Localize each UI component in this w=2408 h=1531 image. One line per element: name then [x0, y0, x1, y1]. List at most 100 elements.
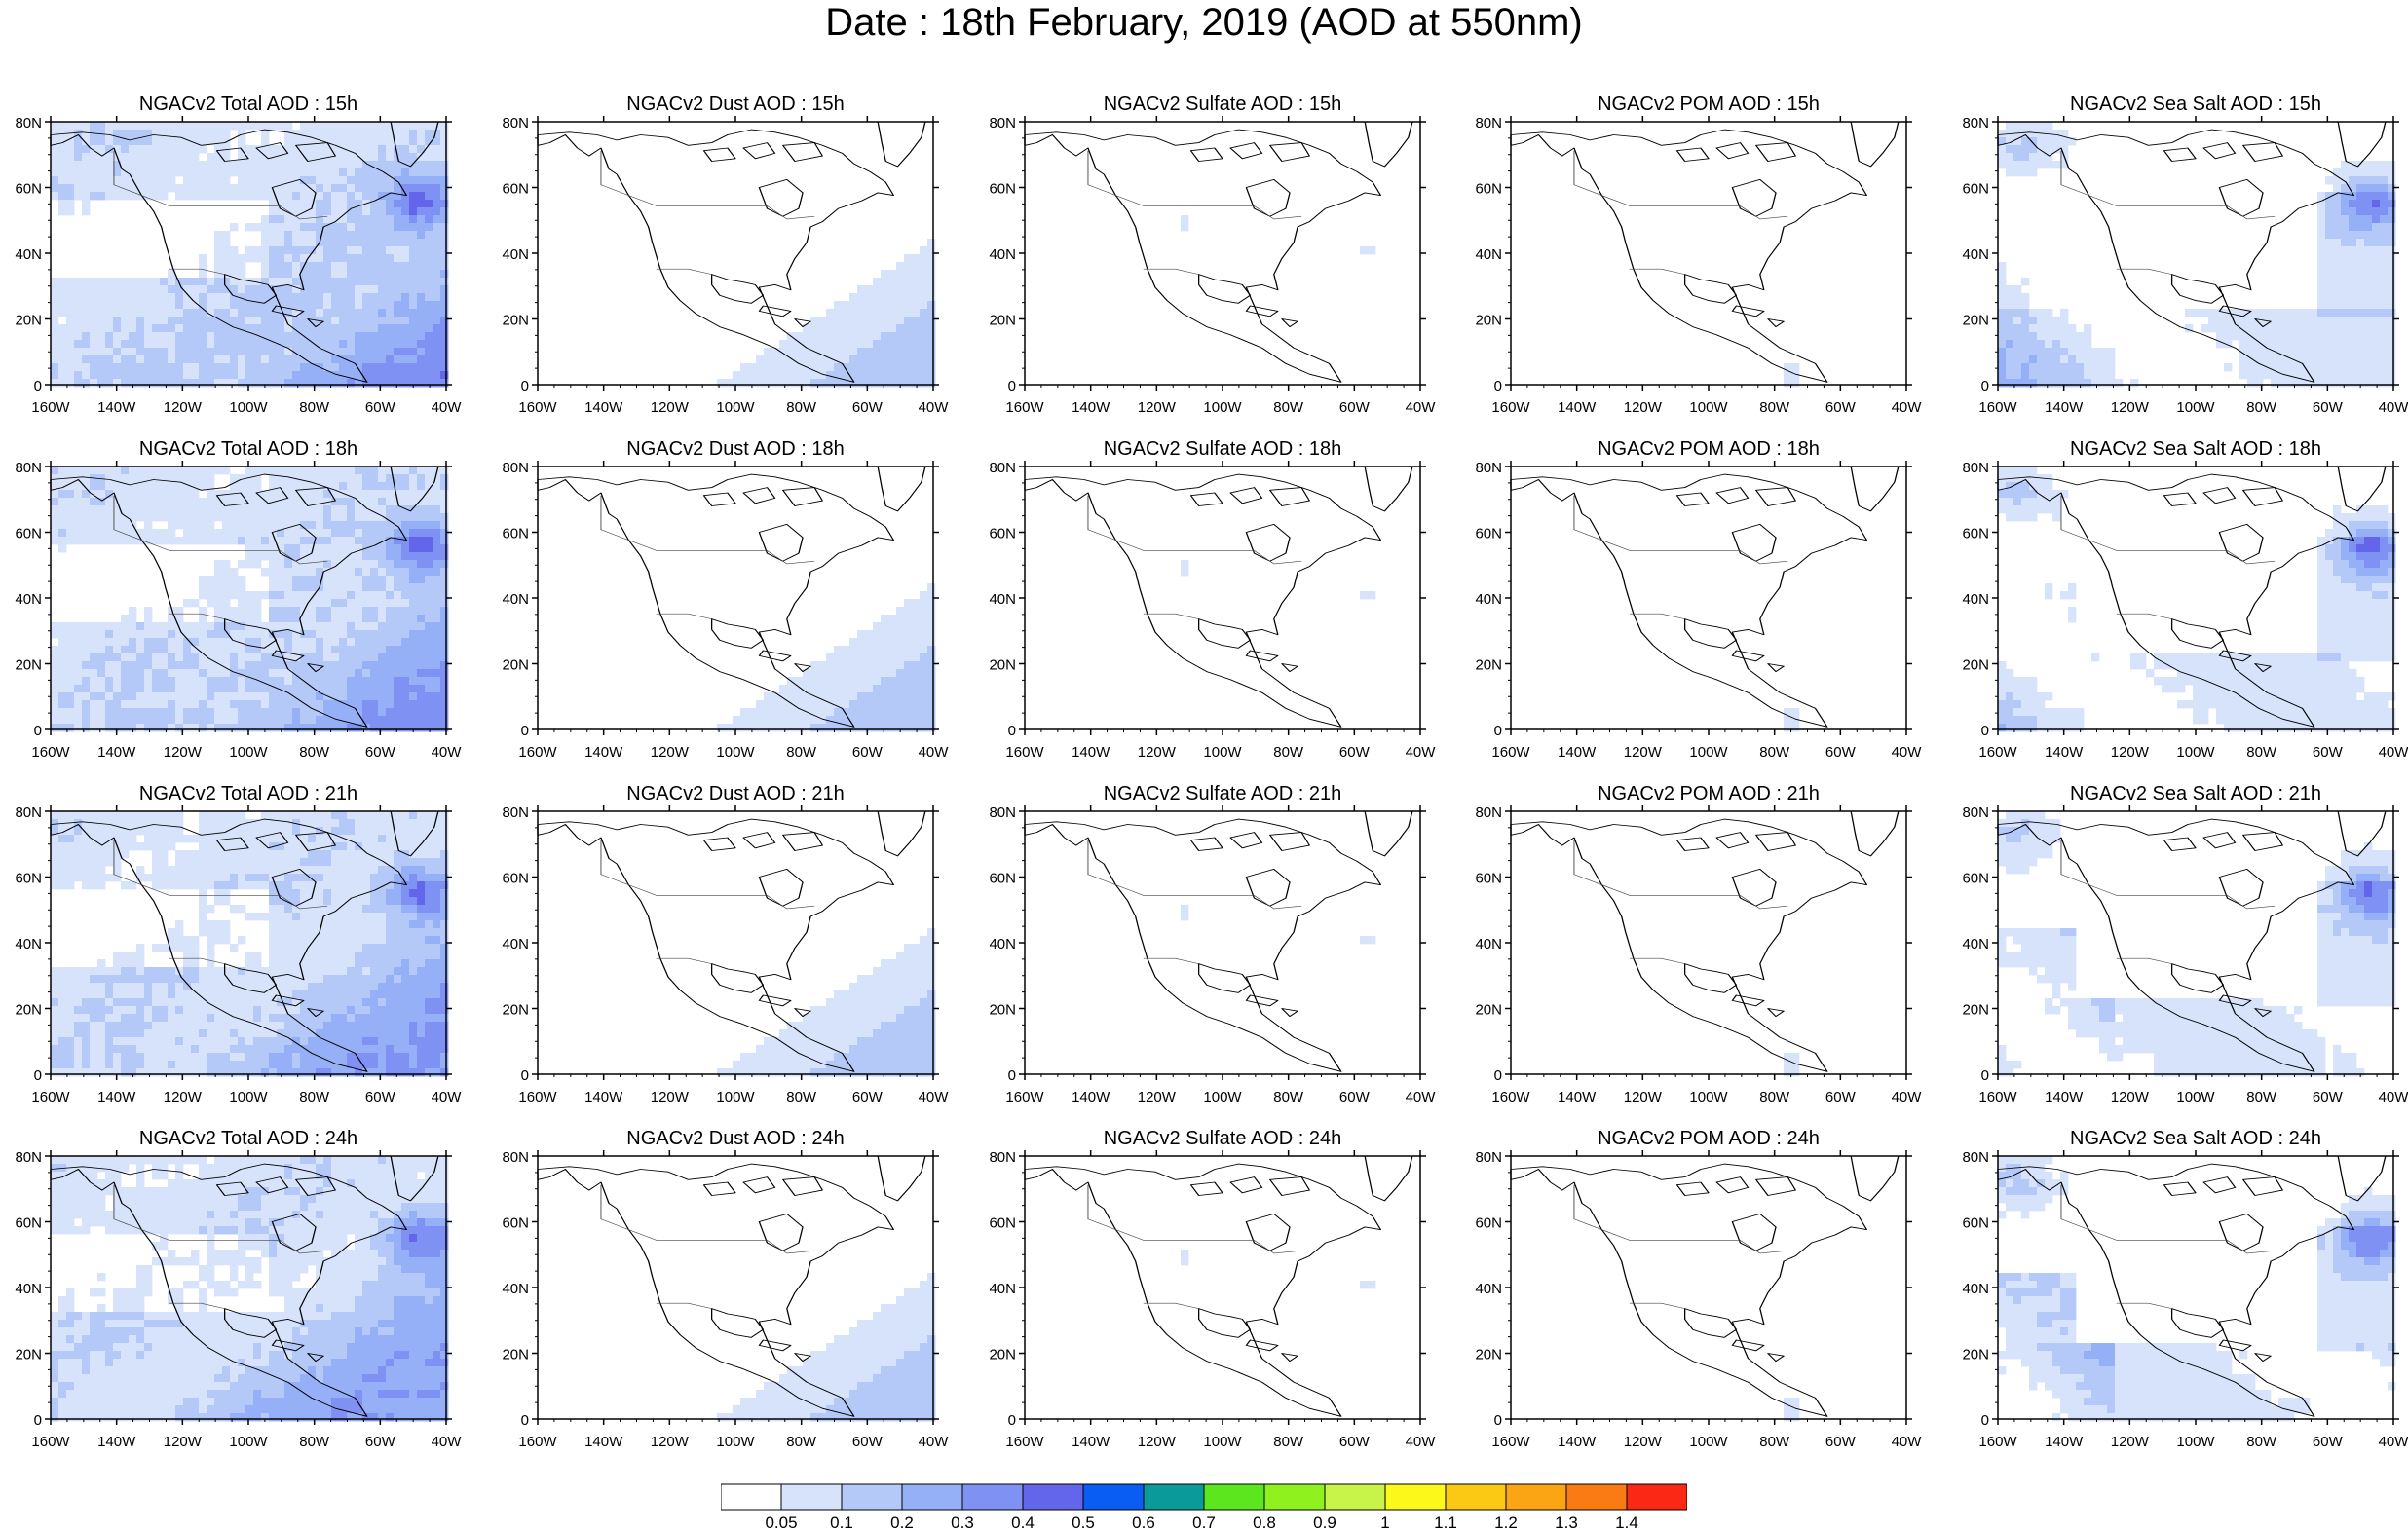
map-frame [1510, 810, 1907, 1075]
map-plot: 80N 60N 40N 20N 0 160W 140W 120W 100W 80W 60W 40W [1475, 1149, 1922, 1450]
lat-tick-label: 60N [15, 871, 42, 887]
lon-tick-label: 80W [786, 744, 817, 761]
map-panel-pom-18h: NGACv2 POM AOD : 18h 80N 60N 40N 20N 0 160W 140… [1460, 437, 1947, 761]
lon-tick-label: 160W [1491, 744, 1530, 761]
panel-title: NGACv2 Total AOD : 21h [138, 783, 358, 804]
lon-tick-label: 80W [786, 1434, 817, 1450]
lat-tick-label: 0 [521, 723, 529, 739]
aod-shading [1181, 1250, 1376, 1289]
lat-tick-label: 20N [989, 1347, 1016, 1363]
political-borders [600, 150, 815, 275]
lon-tick-label: 40W [432, 744, 463, 761]
map-plot: 80N 60N 40N 20N 0 160W 140W 120W 100W 80W 60W 40W [989, 804, 1436, 1105]
colorbar-label: 1.4 [1615, 1513, 1638, 1531]
lat-tick-label: 60N [989, 181, 1016, 198]
aod-shading [1784, 1398, 1800, 1422]
lon-tick-label: 40W [1892, 744, 1923, 761]
lon-tick-label: 100W [716, 399, 755, 416]
lon-tick-label: 120W [651, 1089, 690, 1105]
colorbar-label: 0.8 [1253, 1513, 1276, 1531]
lon-tick-label: 60W [365, 1434, 396, 1450]
political-borders [1573, 1184, 1788, 1309]
panel-title: NGACv2 Total AOD : 24h [138, 1128, 358, 1149]
lon-tick-label: 80W [1273, 744, 1304, 761]
political-borders [113, 495, 328, 619]
lon-tick-label: 80W [1273, 1089, 1304, 1105]
lon-tick-label: 160W [1005, 1434, 1044, 1450]
lon-tick-label: 160W [1005, 744, 1044, 761]
lon-tick-label: 40W [919, 1089, 950, 1105]
lon-tick-label: 60W [1825, 399, 1857, 416]
panel-title: NGACv2 Dust AOD : 21h [626, 783, 845, 804]
lon-tick-label: 120W [1138, 744, 1177, 761]
coastlines [1997, 121, 2387, 383]
colorbar-label: 0.2 [890, 1513, 914, 1531]
lon-tick-label: 140W [97, 744, 136, 761]
map-panel-pom-21h: NGACv2 POM AOD : 21h 80N 60N 40N 20N 0 160W 140… [1460, 782, 1947, 1105]
map-panel-dust-18h: NGACv2 Dust AOD : 18h 80N 60N 40N 20N 0 160W 14… [487, 437, 974, 761]
map-plot: 80N 60N 40N 20N 0 160W 140W 120W 100W 80W 60W 40W [502, 1149, 949, 1450]
lon-tick-label: 120W [1138, 1434, 1177, 1450]
lat-tick-label: 80N [989, 115, 1016, 131]
lon-tick-label: 140W [1558, 744, 1597, 761]
lon-tick-label: 160W [1978, 1434, 2017, 1450]
lat-tick-label: 60N [502, 1215, 529, 1232]
map-panel-dust-24h: NGACv2 Dust AOD : 24h 80N 60N 40N 20N 0 160W 14… [487, 1127, 974, 1450]
colorbar-swatch [901, 1483, 963, 1511]
colorbar-swatch [721, 1483, 782, 1511]
lon-tick-label: 140W [584, 399, 623, 416]
colorbar-label: 0.6 [1132, 1513, 1155, 1531]
political-borders [1087, 495, 1302, 619]
lon-tick-label: 140W [2045, 399, 2084, 416]
map-plot: 80N 60N 40N 20N 0 160W 140W 120W 100W 80W 60W 40W [1962, 460, 2408, 761]
lon-tick-label: 120W [1138, 399, 1177, 416]
map-plot: 80N 60N 40N 20N 0 160W 140W 120W 100W 80W 60W 40W [1475, 804, 1922, 1105]
lon-tick-label: 40W [432, 1434, 463, 1450]
lat-tick-label: 20N [1475, 1347, 1502, 1363]
lon-tick-label: 80W [299, 399, 330, 416]
lat-tick-label: 20N [15, 657, 42, 674]
lon-tick-label: 80W [299, 1434, 330, 1450]
lon-tick-label: 80W [1759, 1434, 1790, 1450]
lon-tick-label: 140W [97, 1089, 136, 1105]
lat-tick-label: 40N [1475, 246, 1502, 263]
lon-tick-label: 120W [164, 744, 203, 761]
lon-tick-label: 160W [1491, 1089, 1530, 1105]
lat-tick-label: 60N [1962, 1215, 1989, 1232]
lon-tick-label: 100W [716, 1434, 755, 1450]
lon-tick-label: 160W [1978, 744, 2017, 761]
lon-tick-label: 160W [31, 399, 70, 416]
panel-title: NGACv2 POM AOD : 18h [1598, 438, 1820, 460]
lon-tick-label: 60W [1825, 744, 1857, 761]
lat-tick-label: 0 [1981, 1067, 1989, 1084]
lat-tick-label: 60N [989, 1215, 1016, 1232]
lat-tick-label: 0 [521, 1412, 529, 1429]
lat-tick-label: 40N [989, 936, 1016, 952]
lon-tick-label: 100W [1203, 1434, 1242, 1450]
political-borders [1087, 840, 1302, 964]
lat-tick-label: 40N [989, 246, 1016, 263]
coastlines [537, 1155, 926, 1417]
lon-tick-label: 60W [365, 744, 396, 761]
lon-tick-label: 100W [1689, 1089, 1728, 1105]
aod-shading [51, 1156, 449, 1422]
map-panel-dust-15h: NGACv2 Dust AOD : 15h 80N 60N 40N 20N 0 160W 14… [487, 93, 974, 416]
lon-tick-label: 40W [2379, 1434, 2408, 1450]
lon-tick-label: 60W [852, 1089, 884, 1105]
lon-tick-label: 140W [1072, 399, 1110, 416]
lon-tick-label: 80W [786, 1089, 817, 1105]
aod-shading [1784, 363, 1800, 388]
map-panel-sea-salt-21h: NGACv2 Sea Salt AOD : 21h 80N 60N 40N 20N 0 16… [1947, 782, 2408, 1105]
lat-tick-label: 20N [502, 313, 529, 329]
lat-tick-label: 40N [1962, 591, 1989, 608]
lat-tick-label: 0 [1008, 723, 1016, 739]
lon-tick-label: 100W [2176, 744, 2215, 761]
political-borders [1573, 495, 1788, 619]
coastlines [1997, 466, 2387, 728]
lon-tick-label: 120W [2111, 744, 2150, 761]
map-plot: 80N 60N 40N 20N 0 160W 140W 120W 100W 80W 60W 40W [502, 460, 949, 761]
lon-tick-label: 120W [2111, 1089, 2150, 1105]
lat-tick-label: 80N [989, 1149, 1016, 1166]
lon-tick-label: 140W [1072, 744, 1110, 761]
lon-tick-label: 80W [1273, 399, 1304, 416]
